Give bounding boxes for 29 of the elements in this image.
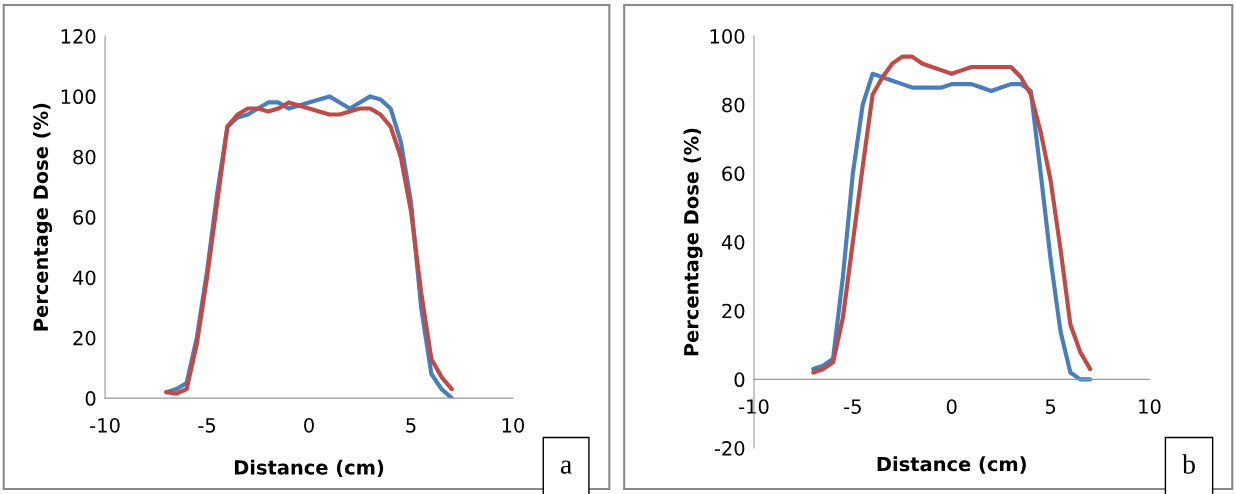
y-axis-title: Percentage Dose (%)	[33, 103, 53, 331]
x-tick-label: 0	[304, 417, 314, 433]
y-axis-title: Percentage Dose (%)	[683, 128, 703, 356]
x-tick-label: 5	[1045, 399, 1056, 414]
text: a	[560, 460, 572, 474]
y-tick-label: 80	[722, 97, 745, 113]
x-tick-label: 5	[406, 418, 416, 433]
y-tick-label: 40	[721, 235, 745, 250]
x-axis-title: Distance (cm)	[877, 456, 1026, 474]
x-tick-label: 10	[1139, 399, 1161, 414]
y-tick-label: 20	[73, 330, 96, 346]
x-axis-title: Distance (cm)	[234, 459, 384, 478]
x-tick-label: -10	[739, 399, 769, 414]
y-tick-label: 100	[710, 29, 745, 44]
y-tick-label: 120	[61, 29, 96, 44]
y-tick-label: 0	[734, 372, 745, 388]
x-tick-label: 0	[946, 399, 957, 414]
y-tick-label: 60	[73, 210, 96, 225]
text: b	[1182, 454, 1195, 474]
y-tick-label: 60	[722, 166, 745, 182]
y-tick-label: 80	[73, 149, 96, 165]
y-tick-label: 100	[61, 89, 96, 105]
x-tick-label: -10	[90, 417, 120, 433]
x-tick-label: -5	[198, 418, 216, 433]
y-tick-label: 40	[72, 270, 96, 286]
y-tick-label: 20	[722, 303, 745, 319]
y-tick-label: -20	[714, 441, 745, 456]
x-tick-label: 10	[502, 417, 525, 433]
x-tick-label: -5	[844, 399, 861, 414]
